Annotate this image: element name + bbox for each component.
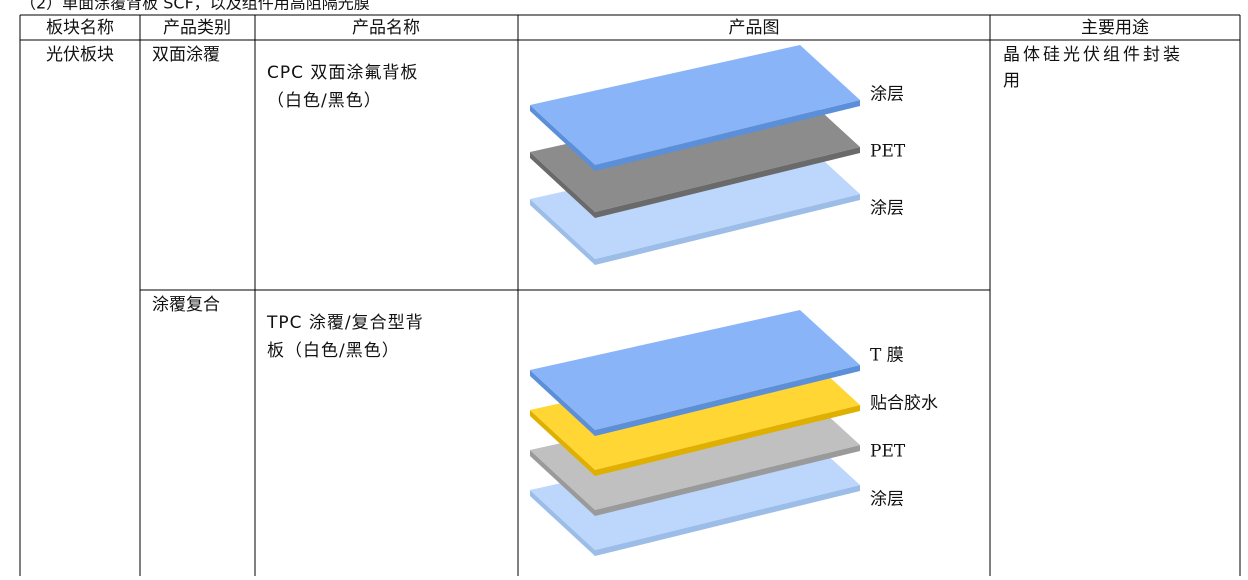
layer-edge [530, 450, 595, 516]
category: 涂覆复合 [152, 295, 220, 315]
layer-edge [530, 199, 595, 265]
layer-edge [595, 485, 860, 556]
layer-edge [595, 100, 860, 171]
product-name: CPC 双面涂氟背板 [267, 63, 418, 83]
header-cell: 产品名称 [352, 18, 420, 38]
layer-edge [530, 490, 595, 556]
layer [530, 310, 860, 430]
sector: 光伏板块 [46, 45, 114, 65]
layer-label: 涂层 [870, 199, 904, 219]
product-name: 板（白色/黑色） [267, 341, 400, 361]
layer-edge [530, 410, 595, 476]
product-name: （白色/黑色） [267, 91, 382, 111]
header-cell: 板块名称 [46, 18, 114, 38]
layer-label: 涂层 [870, 85, 904, 105]
layer-edge [595, 194, 860, 265]
layer-edge [595, 365, 860, 436]
layer-label: PET [870, 442, 906, 462]
layer-edge [530, 152, 595, 218]
product-name: TPC 涂覆/复合型背 [266, 313, 424, 333]
header-cell: 主要用途 [1081, 18, 1149, 38]
category: 双面涂覆 [152, 45, 220, 65]
layer-edge [530, 105, 595, 171]
caption: （2）单面涂覆背板 SCF，以及组件用高阻隔光膜 [20, 0, 370, 13]
header-cell: 产品类别 [163, 18, 231, 38]
layer-edge [595, 405, 860, 476]
header-cell: 产品图 [729, 18, 780, 38]
layer-edge [595, 147, 860, 218]
layer-edge [595, 445, 860, 516]
layer-label: 贴合胶水 [870, 394, 938, 414]
layer-label: PET [870, 142, 906, 162]
table-grid [19, 14, 1241, 576]
usage: 晶体硅光伏组件封装 [1003, 45, 1183, 65]
layer [530, 45, 860, 165]
layer-label: 涂层 [870, 490, 904, 510]
layer-label: T 膜 [870, 346, 904, 366]
layer-edge [530, 370, 595, 436]
usage: 用 [1003, 71, 1023, 91]
